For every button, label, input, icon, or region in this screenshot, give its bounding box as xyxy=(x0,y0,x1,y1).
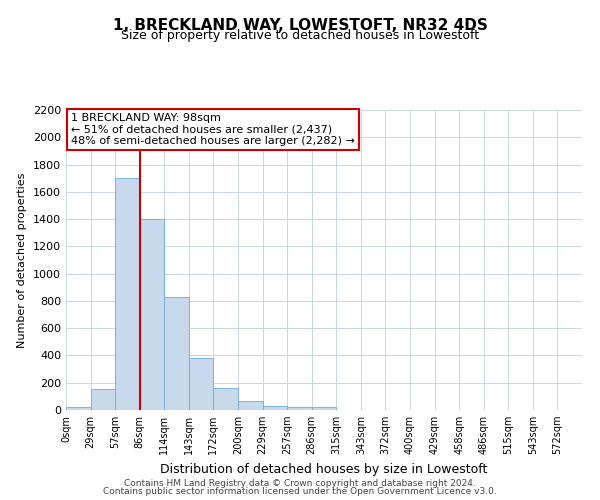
Bar xyxy=(189,358,214,410)
Bar xyxy=(164,297,189,410)
Text: Contains HM Land Registry data © Crown copyright and database right 2024.: Contains HM Land Registry data © Crown c… xyxy=(124,478,476,488)
Text: Size of property relative to detached houses in Lowestoft: Size of property relative to detached ho… xyxy=(121,29,479,42)
Bar xyxy=(214,388,238,410)
Bar xyxy=(140,219,164,410)
Bar xyxy=(312,408,336,410)
Bar xyxy=(91,389,115,410)
Bar xyxy=(287,406,312,410)
Bar xyxy=(263,406,287,410)
Bar xyxy=(66,408,91,410)
Text: 1, BRECKLAND WAY, LOWESTOFT, NR32 4DS: 1, BRECKLAND WAY, LOWESTOFT, NR32 4DS xyxy=(113,18,487,32)
Bar xyxy=(238,401,263,410)
Bar xyxy=(115,178,140,410)
Text: Contains public sector information licensed under the Open Government Licence v3: Contains public sector information licen… xyxy=(103,487,497,496)
X-axis label: Distribution of detached houses by size in Lowestoft: Distribution of detached houses by size … xyxy=(160,462,488,475)
Text: 1 BRECKLAND WAY: 98sqm
← 51% of detached houses are smaller (2,437)
48% of semi-: 1 BRECKLAND WAY: 98sqm ← 51% of detached… xyxy=(71,113,355,146)
Y-axis label: Number of detached properties: Number of detached properties xyxy=(17,172,28,348)
